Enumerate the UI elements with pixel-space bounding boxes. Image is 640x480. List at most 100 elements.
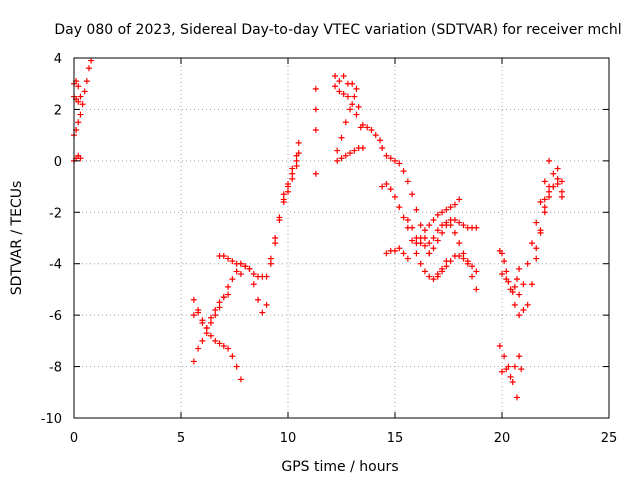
- data-point: [81, 88, 88, 95]
- data-point: [456, 196, 463, 203]
- data-point: [295, 139, 302, 146]
- data-point: [212, 307, 219, 313]
- data-point: [400, 168, 407, 175]
- series-arc24: [434, 253, 480, 277]
- data-point: [272, 240, 279, 247]
- data-point: [225, 345, 232, 352]
- data-point: [203, 325, 210, 331]
- data-point: [434, 271, 441, 277]
- data-point: [85, 65, 92, 72]
- data-point: [368, 127, 375, 133]
- series-arc25: [383, 245, 411, 262]
- series-arc31: [524, 165, 565, 308]
- data-point: [434, 227, 441, 234]
- data-point: [524, 301, 531, 308]
- data-point: [421, 242, 428, 249]
- data-point: [554, 175, 561, 182]
- data-point: [473, 224, 480, 231]
- data-point: [496, 343, 503, 349]
- series-arc10: [263, 157, 300, 280]
- data-point: [533, 255, 540, 262]
- data-point: [392, 247, 398, 254]
- series-arc23: [426, 217, 480, 257]
- x-tick-label: 15: [387, 431, 404, 446]
- y-tick-label: -6: [49, 309, 62, 324]
- y-tick-label: -10: [41, 412, 62, 427]
- data-point: [516, 291, 523, 298]
- data-point: [220, 343, 227, 349]
- data-point: [207, 332, 214, 339]
- data-point: [359, 121, 366, 128]
- data-point: [413, 240, 420, 247]
- data-point: [503, 366, 510, 373]
- series-arc1: [71, 152, 84, 164]
- data-point: [267, 255, 274, 262]
- x-tick-label: 20: [494, 431, 511, 446]
- data-point: [439, 268, 446, 275]
- data-point: [421, 227, 428, 234]
- data-point: [499, 368, 505, 375]
- series-arc28: [496, 247, 523, 295]
- y-tick-label: 0: [54, 155, 62, 170]
- data-point: [469, 273, 476, 280]
- data-point: [443, 222, 450, 229]
- data-point: [507, 373, 514, 380]
- data-point: [396, 245, 403, 252]
- data-point: [207, 314, 214, 321]
- y-axis-label: SDTVAR / TECUs: [9, 181, 25, 296]
- data-point: [289, 170, 296, 177]
- data-point: [558, 178, 565, 185]
- data-point: [541, 204, 548, 211]
- data-point: [404, 217, 411, 223]
- data-point: [417, 222, 424, 229]
- data-point: [392, 157, 398, 164]
- data-point: [509, 379, 516, 385]
- data-point: [400, 214, 407, 221]
- data-point: [216, 299, 223, 306]
- data-point: [293, 152, 300, 159]
- data-point: [396, 204, 403, 211]
- data-point: [77, 155, 84, 162]
- series-arc9: [237, 263, 270, 316]
- y-tick-label: -4: [49, 258, 62, 273]
- data-point: [546, 193, 553, 200]
- data-point: [353, 85, 360, 92]
- grid-lines: [74, 58, 609, 418]
- data-point: [554, 181, 561, 187]
- chart-title: Day 080 of 2023, Sidereal Day-to-day VTE…: [54, 22, 621, 38]
- data-point: [225, 255, 232, 262]
- data-point: [237, 271, 244, 277]
- series-arc12: [280, 139, 302, 198]
- data-point: [520, 281, 527, 288]
- data-point: [336, 88, 343, 95]
- data-point: [546, 188, 553, 195]
- data-point: [199, 337, 206, 344]
- data-point: [499, 271, 505, 277]
- data-point: [430, 276, 437, 283]
- series-arc17: [334, 145, 366, 164]
- series-arc20: [379, 181, 450, 283]
- data-point: [216, 304, 223, 311]
- data-point: [203, 330, 210, 337]
- data-point: [285, 181, 291, 187]
- data-point: [312, 85, 319, 92]
- data-point: [501, 258, 508, 265]
- data-point: [237, 260, 244, 267]
- data-point: [387, 186, 394, 193]
- data-point: [289, 165, 296, 172]
- data-point: [513, 276, 520, 283]
- data-point: [533, 245, 540, 252]
- data-point: [340, 73, 347, 79]
- y-tick-label: -2: [49, 206, 62, 221]
- data-point: [338, 134, 345, 141]
- data-point: [469, 263, 476, 270]
- y-tick-label: 4: [54, 52, 62, 67]
- data-point: [372, 132, 379, 139]
- data-point: [550, 170, 557, 177]
- data-point: [225, 291, 232, 298]
- data-point: [334, 147, 341, 154]
- data-point: [383, 250, 390, 257]
- data-point: [528, 240, 535, 247]
- data-point: [332, 83, 339, 90]
- data-point: [460, 222, 467, 229]
